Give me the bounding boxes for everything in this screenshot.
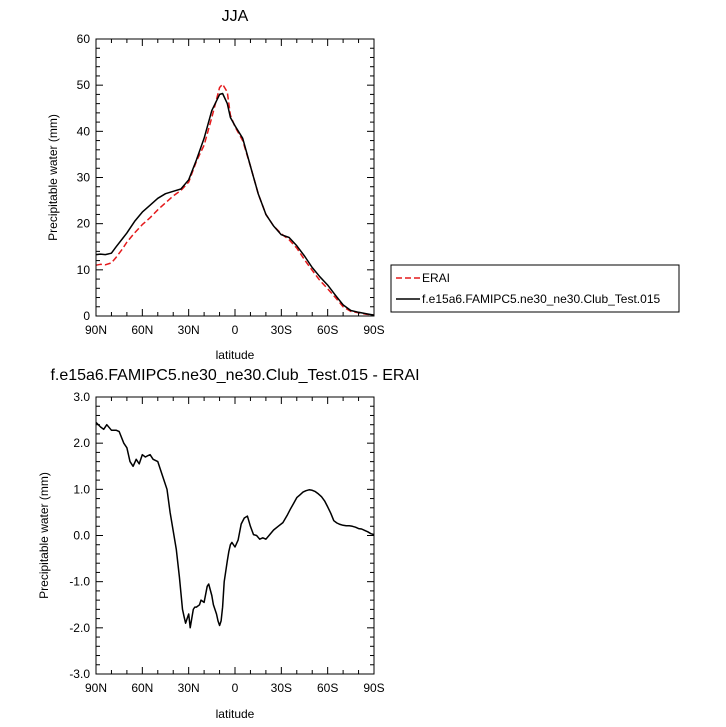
y-tick-label: -2.0 — [69, 621, 90, 635]
y-tick-label: 1.0 — [73, 482, 90, 496]
y-tick-label: -3.0 — [69, 667, 90, 681]
series-line-0 — [95, 83, 375, 316]
bottom-panel-difference: f.e15a6.FAMIPC5.ne30_ne30.Club_Test.015 … — [37, 367, 420, 721]
series-line-1 — [95, 92, 375, 316]
y-tick-label: 60 — [77, 32, 91, 46]
x-axis-label: latitude — [216, 348, 255, 362]
y-tick-label: 50 — [77, 78, 91, 92]
x-tick-label: 30S — [271, 681, 292, 695]
y-tick-label: 3.0 — [73, 390, 90, 404]
chart-title: JJA — [222, 8, 249, 25]
x-tick-label: 30N — [178, 681, 200, 695]
x-tick-label: 0 — [232, 323, 239, 337]
x-tick-label: 90S — [363, 681, 384, 695]
y-axis-label: Precipitable water (mm) — [37, 472, 51, 599]
x-tick-label: 90N — [85, 681, 107, 695]
series-line-0 — [95, 421, 375, 629]
x-tick-label: 60N — [131, 323, 153, 337]
x-tick-label: 30S — [271, 323, 292, 337]
y-tick-label: 0.0 — [73, 529, 90, 543]
chart-title: f.e15a6.FAMIPC5.ne30_ne30.Club_Test.015 … — [50, 367, 419, 384]
plot-frame — [95, 38, 375, 317]
top-panel-jja: JJA 90N 60N 30N 0 30S 60S 90S 0 10 20 30 40 50 60 latit… — [46, 8, 385, 362]
x-tick-label: 60S — [317, 323, 338, 337]
plot-frame — [95, 396, 375, 675]
y-tick-label: 2.0 — [73, 436, 90, 450]
y-tick-label: 20 — [77, 217, 91, 231]
legend: ERAI f.e15a6.FAMIPC5.ne30_ne30.Club_Test.… — [390, 264, 680, 313]
x-tick-label: 30N — [178, 323, 200, 337]
x-tick-label: 90S — [363, 323, 384, 337]
y-tick-label: 0 — [83, 309, 90, 323]
legend-label-1: f.e15a6.FAMIPC5.ne30_ne30.Club_Test.015 — [422, 292, 660, 306]
x-tick-label: 90N — [85, 323, 107, 337]
y-tick-label: 10 — [77, 263, 91, 277]
y-tick-label: -1.0 — [69, 575, 90, 589]
y-tick-label: 30 — [77, 171, 91, 185]
x-axis-label: latitude — [216, 707, 255, 721]
x-tick-label: 60N — [131, 681, 153, 695]
legend-box — [390, 264, 680, 313]
legend-label-0: ERAI — [422, 271, 450, 285]
y-axis-label: Precipitable water (mm) — [46, 114, 60, 241]
x-tick-label: 60S — [317, 681, 338, 695]
x-tick-label: 0 — [232, 681, 239, 695]
y-tick-label: 40 — [77, 124, 91, 138]
